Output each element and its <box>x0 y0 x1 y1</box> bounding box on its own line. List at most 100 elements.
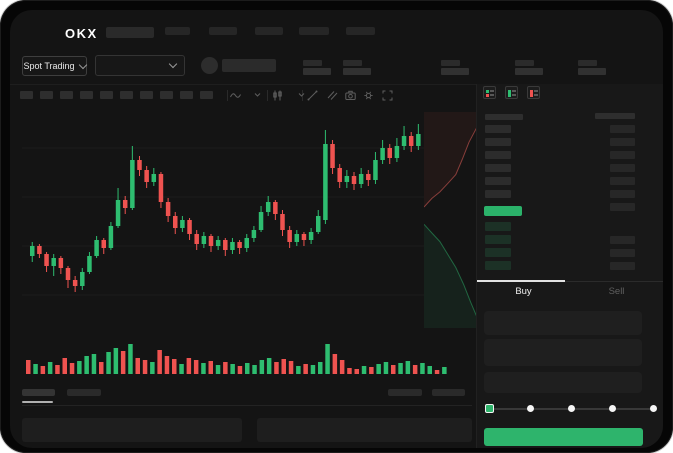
ask-amount-placeholder[interactable] <box>610 203 635 211</box>
slider-stop[interactable] <box>609 405 616 412</box>
icon-glyph <box>508 89 511 97</box>
slider-stop[interactable] <box>650 405 657 412</box>
timeframe-button-placeholder[interactable] <box>40 91 53 99</box>
stat-value-placeholder <box>515 68 543 75</box>
icon-glyph <box>490 94 494 96</box>
ask-amount-placeholder[interactable] <box>610 125 635 133</box>
fullscreen-icon[interactable] <box>382 90 393 101</box>
indicator-wave-icon[interactable] <box>230 90 241 101</box>
timeframe-button-placeholder[interactable] <box>140 91 153 99</box>
trend-line-icon[interactable] <box>307 90 318 101</box>
active-tab-indicator <box>477 280 565 282</box>
timeframe-button-placeholder[interactable] <box>20 91 33 99</box>
toolbar-divider <box>267 90 268 101</box>
slider-stop[interactable] <box>527 405 534 412</box>
parallel-lines-icon[interactable] <box>327 90 338 101</box>
ask-amount-placeholder[interactable] <box>610 190 635 198</box>
open-orders-placeholder <box>22 418 242 442</box>
slider-stop[interactable] <box>568 405 575 412</box>
ask-amount-placeholder[interactable] <box>610 164 635 172</box>
bid-price-placeholder[interactable] <box>485 235 511 244</box>
timeframe-button-placeholder[interactable] <box>100 91 113 99</box>
icon-glyph <box>490 90 494 92</box>
chevron-down-icon[interactable] <box>297 90 308 101</box>
order-history-placeholder <box>257 418 472 442</box>
icon-glyph <box>534 90 538 92</box>
bid-price-placeholder[interactable] <box>485 261 511 270</box>
stat-value-placeholder <box>441 68 469 75</box>
topbar-divider <box>10 84 477 85</box>
market-type-dropdown[interactable]: Spot Trading <box>22 56 87 76</box>
ask-price-placeholder[interactable] <box>485 190 511 198</box>
candlestick-chart[interactable] <box>22 110 424 334</box>
depth-overlay <box>424 112 477 328</box>
app-screen: OKX Spot Trading Buy Sell <box>10 10 663 448</box>
ask-price-placeholder[interactable] <box>485 177 511 185</box>
book-both-icon[interactable] <box>483 86 496 99</box>
chevron-down-icon[interactable] <box>253 90 264 101</box>
bid-price-placeholder[interactable] <box>485 222 511 231</box>
ask-amount-placeholder[interactable] <box>610 138 635 146</box>
bottom-divider <box>22 405 472 406</box>
bid-amount-placeholder[interactable] <box>610 236 635 244</box>
pair-selector-dropdown[interactable] <box>95 55 185 76</box>
book-asks-icon[interactable] <box>527 86 540 99</box>
orderbook-col-header-amount <box>595 113 635 119</box>
tabbar-divider <box>477 281 663 282</box>
header-search-placeholder[interactable] <box>106 27 154 38</box>
okx-logo[interactable]: OKX <box>65 26 98 41</box>
bid-amount-placeholder[interactable] <box>610 262 635 270</box>
timeframe-button-placeholder[interactable] <box>200 91 213 99</box>
book-bids-icon[interactable] <box>505 86 518 99</box>
timeframe-button-placeholder[interactable] <box>160 91 173 99</box>
chevron-down-icon <box>78 60 87 69</box>
ask-price-placeholder[interactable] <box>485 138 511 146</box>
icon-glyph <box>512 90 516 92</box>
bid-price-placeholder[interactable] <box>485 248 511 257</box>
chevron-down-icon <box>168 59 178 69</box>
tab-buy[interactable]: Buy <box>515 286 532 297</box>
ask-amount-placeholder[interactable] <box>610 177 635 185</box>
slider-handle[interactable] <box>485 404 494 413</box>
ask-price-placeholder[interactable] <box>485 125 511 133</box>
stat-label-placeholder <box>578 60 597 66</box>
total-input[interactable] <box>484 372 642 393</box>
nav-item-placeholder[interactable] <box>255 27 283 35</box>
stat-value-placeholder <box>343 68 371 75</box>
camera-icon[interactable] <box>345 90 356 101</box>
icon-glyph <box>534 94 538 96</box>
orderbook-col-header-price <box>485 114 523 120</box>
buy-submit-button[interactable] <box>484 428 643 446</box>
bottom-tab-active[interactable] <box>22 389 55 396</box>
icon-glyph <box>486 89 489 93</box>
nav-item-placeholder[interactable] <box>209 27 237 35</box>
timeframe-button-placeholder[interactable] <box>80 91 93 99</box>
stat-label-placeholder <box>441 60 460 66</box>
stat-label-placeholder <box>515 60 534 66</box>
amount-input[interactable] <box>484 339 642 366</box>
timeframe-button-placeholder[interactable] <box>60 91 73 99</box>
bottom-action-placeholder[interactable] <box>432 389 465 396</box>
last-price-highlight[interactable] <box>484 206 522 216</box>
nav-item-placeholder[interactable] <box>346 27 375 35</box>
timeframe-button-placeholder[interactable] <box>180 91 193 99</box>
bid-amount-placeholder[interactable] <box>610 249 635 257</box>
nav-item-placeholder[interactable] <box>299 27 329 35</box>
timeframe-button-placeholder[interactable] <box>120 91 133 99</box>
stat-label-placeholder <box>343 60 362 66</box>
pair-logo-placeholder <box>201 57 218 74</box>
bottom-tab[interactable] <box>67 389 101 396</box>
ask-amount-placeholder[interactable] <box>610 151 635 159</box>
stat-label-placeholder <box>303 60 322 66</box>
ask-price-placeholder[interactable] <box>485 164 511 172</box>
volume-bars <box>24 334 454 374</box>
settings-gear-icon[interactable] <box>363 90 374 101</box>
nav-item-placeholder[interactable] <box>165 27 190 35</box>
price-input[interactable] <box>484 311 642 335</box>
bottom-action-placeholder[interactable] <box>388 389 422 396</box>
bottom-tab-underline <box>22 401 53 403</box>
ask-price-placeholder[interactable] <box>485 151 511 159</box>
candle-style-icon[interactable] <box>272 90 283 101</box>
tab-sell[interactable]: Sell <box>608 286 625 297</box>
